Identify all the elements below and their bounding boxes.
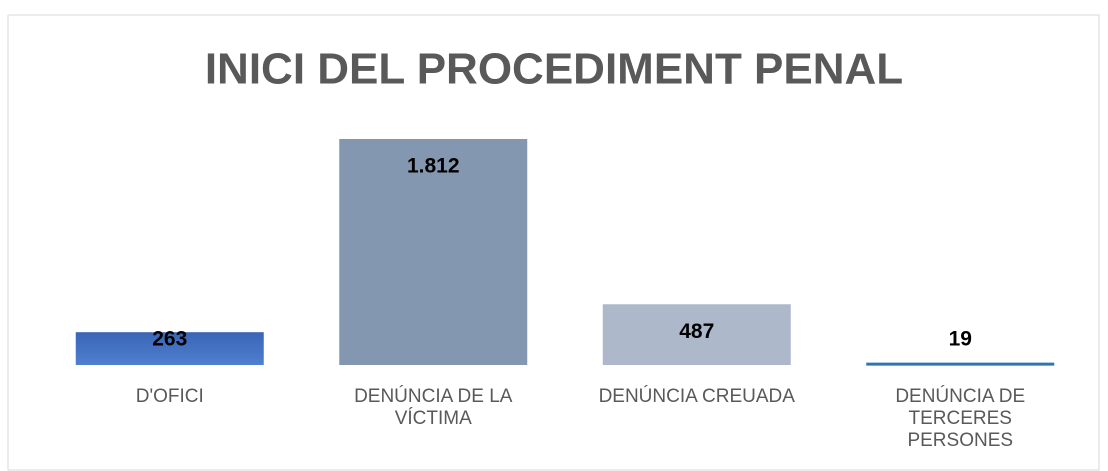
value-label: 263 [152, 328, 187, 351]
chart-title: INICI DEL PROCEDIMENT PENAL [205, 45, 903, 94]
value-label: 19 [949, 328, 972, 351]
x-tick-label: DENÚNCIA DE TERCERES PERSONES [895, 386, 1026, 451]
x-tick-label: DENÚNCIA DE LA VÍCTIMA [354, 386, 513, 429]
value-label: 1.812 [407, 155, 460, 178]
bar [602, 304, 791, 365]
frame [7, 14, 1100, 471]
bar [339, 139, 528, 365]
x-tick-label: D'OFICI [135, 386, 204, 407]
value-label: 487 [679, 320, 714, 343]
bar [75, 332, 264, 365]
bar [866, 362, 1055, 366]
x-tick-label: DENÚNCIA CREUADA [598, 386, 795, 407]
